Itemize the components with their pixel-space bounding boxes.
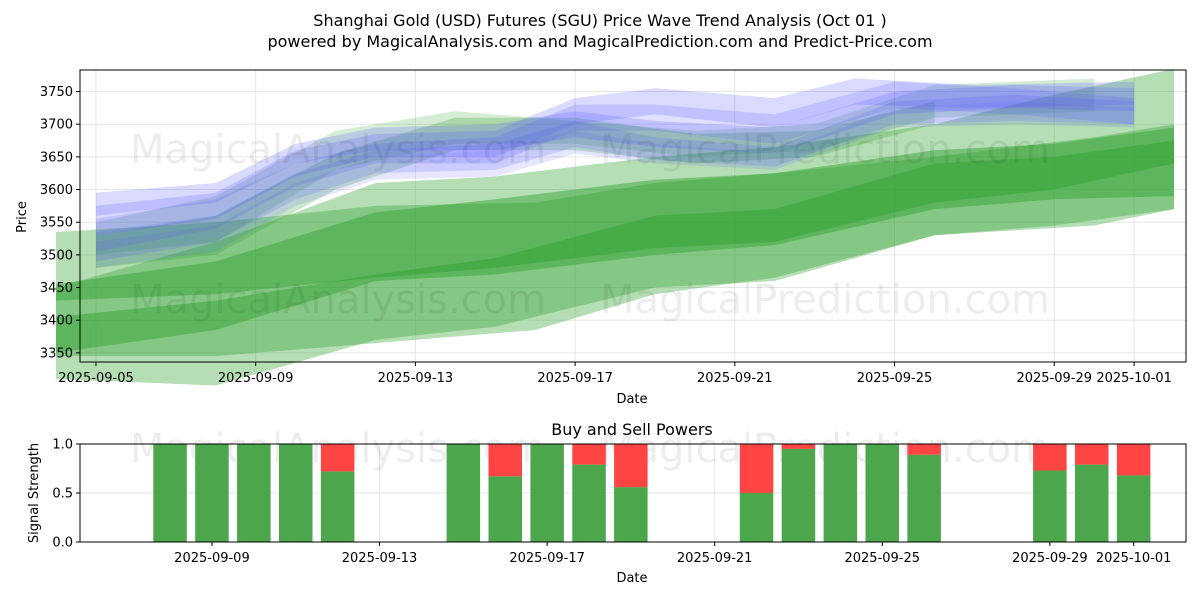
watermark-top-1: MagicalAnalysis.com [130, 127, 546, 173]
figure-title-line2: powered by MagicalAnalysis.com and Magic… [267, 32, 932, 51]
top-xtick-label-3: 2025-09-17 [537, 371, 613, 386]
top-x-axis-label: Date [616, 392, 647, 407]
blue-wave-5 [96, 101, 1135, 268]
blue-wave-3 [96, 81, 1135, 252]
signal-bars [153, 444, 1151, 542]
top-ytick-label-2: 3450 [40, 281, 73, 296]
sell-bar-2025-09-22 [739, 444, 774, 493]
top-ytick-label-7: 3700 [40, 118, 73, 133]
top-ytick-label-1: 3400 [40, 314, 73, 329]
sell-bar-2025-09-23 [781, 444, 816, 449]
buy-bar-2025-09-19 [614, 487, 648, 542]
top-watermarks: MagicalAnalysis.com MagicalPrediction.co… [130, 127, 1050, 323]
blue-wave-4 [96, 94, 1135, 262]
sell-bar-2025-09-16 [488, 444, 522, 477]
top-ytick-label-3: 3500 [40, 248, 73, 263]
bottom-x-ticks: 2025-09-09 2025-09-13 2025-09-17 2025-09-21… [174, 542, 1171, 566]
top-ytick-label-6: 3650 [40, 150, 73, 165]
bottom-xtick-label-5: 2025-09-29 [1012, 551, 1088, 566]
sell-bar-2025-09-12 [320, 444, 355, 472]
bottom-xtick-label-0: 2025-09-09 [174, 551, 250, 566]
top-ytick-label-0: 3350 [40, 346, 73, 361]
sell-bar-2025-09-26 [907, 444, 941, 455]
top-grid [80, 70, 1186, 362]
top-ytick-label-8: 3750 [40, 85, 73, 100]
top-x-ticks: 2025-09-05 2025-09-09 2025-09-13 2025-09-17… [58, 362, 1172, 386]
top-y-axis-label: Price [15, 201, 30, 233]
watermark-mid-1: MagicalAnalysis.com [130, 277, 546, 323]
watermark-top-2: MagicalPrediction.com [600, 127, 1050, 173]
green-mid-wave-2 [96, 78, 1095, 255]
green-mid-wave-1 [96, 101, 935, 268]
sell-bar-2025-09-29 [1033, 444, 1067, 471]
bottom-xtick-label-2: 2025-09-17 [509, 551, 585, 566]
buy-bar-2025-09-30 [1075, 464, 1109, 542]
buy-bar-2025-09-18 [572, 464, 606, 542]
buy-bar-2025-09-24 [823, 444, 858, 542]
sell-bar-2025-09-19 [614, 444, 648, 488]
green-band-upper-core [56, 127, 1174, 301]
top-ytick-label-4: 3550 [40, 216, 73, 231]
sell-bar-2025-09-30 [1075, 444, 1109, 465]
bottom-y-axis-label: Signal Strength [27, 443, 42, 543]
green-band-outer [56, 68, 1174, 386]
blue-wave-1 [96, 85, 1135, 216]
buy-bar-2025-09-11 [279, 444, 313, 542]
top-xtick-label-0: 2025-09-05 [58, 371, 134, 386]
top-xtick-label-5: 2025-09-25 [857, 371, 933, 386]
buy-bar-2025-09-16 [488, 476, 522, 542]
buy-bar-2025-09-23 [781, 448, 816, 542]
top-xtick-label-6: 2025-09-29 [1016, 371, 1092, 386]
bottom-xtick-label-3: 2025-09-21 [677, 551, 753, 566]
buy-bar-2025-09-08 [153, 444, 187, 542]
green-band-lower-core [56, 140, 1174, 353]
bottom-ytick-label-1: 0.5 [52, 487, 73, 502]
top-xtick-label-2: 2025-09-13 [378, 371, 454, 386]
buy-bar-2025-09-26 [907, 454, 941, 542]
top-y-ticks: 3350 3400 3450 3500 3550 3600 3650 3700 3750 [40, 85, 80, 361]
bottom-y-ticks: 0.0 0.5 1.0 [52, 438, 80, 551]
top-ytick-label-5: 3600 [40, 183, 73, 198]
bottom-xtick-label-6: 2025-10-01 [1096, 551, 1172, 566]
bottom-xtick-label-4: 2025-09-25 [844, 551, 920, 566]
top-xtick-label-4: 2025-09-21 [697, 371, 773, 386]
top-xtick-label-7: 2025-10-01 [1096, 371, 1172, 386]
figure-title-line1: Shanghai Gold (USD) Futures (SGU) Price … [313, 11, 886, 30]
buy-bar-2025-09-29 [1033, 470, 1067, 542]
bottom-xtick-label-1: 2025-09-13 [342, 551, 418, 566]
bottom-x-axis-label: Date [616, 571, 647, 586]
buy-bar-2025-09-17 [530, 444, 564, 542]
sell-bar-2025-10-01 [1116, 444, 1151, 476]
buy-bar-2025-09-25 [865, 444, 899, 542]
blue-wave-2 [96, 78, 1135, 236]
price-wave-chart: MagicalAnalysis.com MagicalPrediction.co… [15, 68, 1187, 407]
buy-bar-2025-09-22 [739, 493, 774, 542]
buy-bar-2025-09-15 [446, 444, 481, 542]
top-plot-frame [79, 69, 1187, 363]
top-xtick-label-1: 2025-09-09 [218, 371, 294, 386]
price-bands [56, 68, 1174, 386]
buy-bar-2025-10-01 [1116, 475, 1151, 542]
bottom-chart-title: Buy and Sell Powers [551, 420, 713, 439]
sell-bar-2025-09-18 [572, 444, 606, 465]
bottom-ytick-label-2: 1.0 [52, 438, 73, 453]
buy-sell-powers-chart: Buy and Sell Powers MagicalAnalysis.com … [27, 420, 1187, 586]
buy-bar-2025-09-12 [320, 471, 355, 542]
watermark-mid-2: MagicalPrediction.com [600, 277, 1050, 323]
bottom-ytick-label-0: 0.0 [52, 536, 73, 551]
buy-bar-2025-09-10 [237, 444, 271, 542]
green-band-wide [56, 124, 1174, 357]
buy-bar-2025-09-09 [195, 444, 229, 542]
